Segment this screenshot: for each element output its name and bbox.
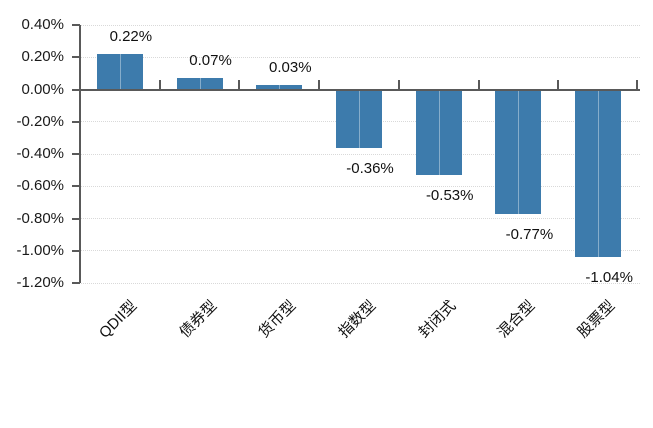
value-label: -1.04% — [585, 269, 633, 287]
bar-货币型 — [256, 84, 303, 90]
gridline — [81, 218, 640, 219]
y-axis-tick — [72, 153, 80, 155]
y-axis-tick — [72, 88, 80, 91]
category-axis-tick — [477, 79, 480, 90]
bar-center-line — [518, 89, 520, 214]
y-tick-label: 0.20% — [21, 48, 64, 66]
y-tick-label: 0.00% — [21, 80, 64, 98]
y-axis-tick — [72, 185, 80, 188]
y-axis-tick — [72, 24, 80, 26]
bar-封闭式 — [415, 89, 462, 175]
y-axis-line — [79, 25, 81, 283]
value-label: -0.36% — [346, 159, 394, 177]
value-label: -0.77% — [505, 225, 554, 243]
gridline — [81, 24, 640, 26]
bar-center-line — [279, 84, 281, 90]
category-axis-tick — [238, 79, 241, 90]
bar-债券型 — [176, 78, 223, 90]
y-tick-label: 0.40% — [21, 16, 64, 33]
bar-center-line — [359, 89, 360, 148]
y-tick-label: -0.40% — [16, 145, 64, 162]
gridline — [81, 282, 640, 284]
category-axis-tick — [636, 79, 638, 90]
value-label: 0.03% — [269, 58, 312, 76]
y-tick-label: -0.20% — [16, 112, 64, 130]
value-label: 0.07% — [189, 52, 232, 70]
gridline — [81, 56, 640, 58]
gridline — [81, 185, 640, 187]
bar-center-line — [119, 54, 121, 90]
bar-center-line — [199, 78, 201, 90]
y-axis-tick — [72, 56, 80, 59]
y-axis-tick — [72, 249, 80, 252]
bar-指数型 — [336, 89, 382, 148]
bar-混合型 — [495, 89, 542, 214]
bar-center-line — [438, 89, 440, 175]
y-tick-label: -1.00% — [16, 241, 64, 259]
y-tick-label: -0.60% — [16, 177, 64, 195]
bar-center-line — [598, 89, 600, 258]
y-tick-label: -1.20% — [16, 274, 64, 291]
gridline — [81, 153, 640, 155]
value-label: 0.22% — [109, 28, 153, 46]
gridline — [81, 250, 640, 252]
y-axis-tick — [72, 217, 80, 220]
category-axis-tick — [397, 79, 400, 90]
value-label: -0.53% — [425, 186, 474, 204]
category-axis-tick — [158, 79, 161, 90]
category-axis-tick — [318, 79, 321, 90]
y-tick-label: -0.80% — [16, 209, 64, 227]
y-axis-tick — [72, 120, 80, 123]
bar-QDII型 — [96, 54, 143, 90]
bar-股票型 — [575, 89, 622, 258]
category-axis-tick — [557, 79, 560, 90]
y-axis-tick — [72, 282, 80, 284]
zero-axis-line — [80, 88, 640, 91]
